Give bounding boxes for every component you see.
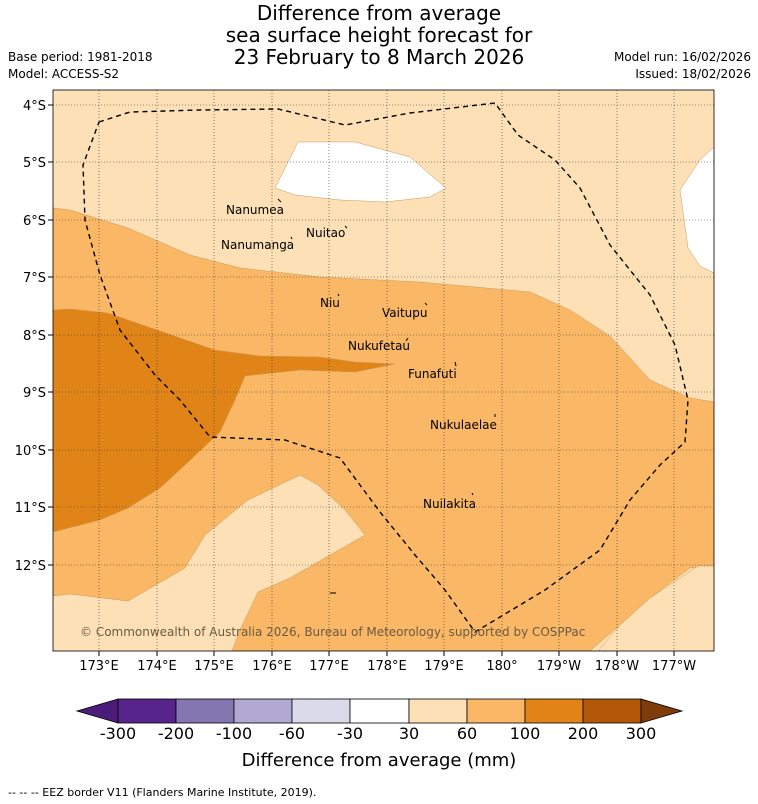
island-label-nanumanga: Nanumanga [221,238,294,252]
colorbar-tick: -100 [215,724,253,743]
lon-label: 174°E [137,659,177,674]
eez-legend-note: -- -- -- EEZ border V11 (Flanders Marine… [8,786,317,799]
island-label-funafuti: Funafuti [408,367,457,381]
lat-label: 8°S [23,329,46,344]
lon-label: 173°E [79,659,119,674]
lon-ticks [98,651,675,656]
lon-label: 178°E [367,659,407,674]
colorbar-segment [291,698,351,724]
island-label-nukufetau: Nukufetau [348,339,410,353]
issued-date: Issued: 18/02/2026 [635,67,751,81]
lat-axis: 4°S 5°S 6°S 7°S 8°S 9°S 10°S 11°S 12°S [15,99,46,574]
island-labels: Nanumea Nuitao Nanumanga Niu Vaitupu Nuk… [221,203,497,511]
region-0-30 [274,141,447,203]
island-label-nanumea: Nanumea [226,203,284,217]
lon-label: 175°E [194,659,234,674]
colorbar-segment [117,698,177,724]
lat-label: 6°S [23,214,46,229]
gridlines [53,90,714,651]
colorbar-segment [582,698,642,724]
model-run: Model run: 16/02/2026 [613,50,751,64]
map-frame [52,89,715,652]
colorbar-extend-low [75,698,119,724]
lat-label: 12°S [15,559,46,574]
lat-label: 4°S [23,99,46,114]
region-30-60-south [53,474,366,651]
colorbar-tick: 300 [625,724,657,743]
colorbar-segment [466,698,526,724]
colorbar-segment [408,698,468,724]
lon-label: 178°W [595,659,639,674]
colorbar-tick: -60 [278,724,306,743]
island-label-nukulaelae: Nukulaelae [430,418,497,432]
lat-label: 10°S [15,444,46,459]
colorbar-segment [233,698,293,724]
colorbar-title: Difference from average (mm) [241,750,517,771]
title-line-2: sea surface height forecast for [225,23,533,47]
base-period: Base period: 1981-2018 [8,50,153,64]
colorbar [75,698,684,724]
lon-axis: 173°E 174°E 175°E 176°E 177°E 178°E 179°… [79,659,696,674]
lon-label: 176°E [252,659,292,674]
copyright-text: © Commonwealth of Australia 2026, Bureau… [80,625,585,639]
colorbar-tick: 60 [456,724,478,743]
island-label-niu: Niu [320,296,340,310]
lon-label: 179°W [537,659,581,674]
island-label-nuitao: Nuitao [306,226,345,240]
lat-label: 11°S [15,501,46,516]
map-fill [53,90,714,651]
lon-label: 177°E [309,659,349,674]
lat-label: 7°S [23,271,46,286]
colorbar-tick: 30 [398,724,420,743]
title-line-1: Difference from average [256,1,502,25]
region-0-30-east [679,146,714,274]
island-markers [277,198,496,496]
model: Model: ACCESS-S2 [8,67,120,81]
colorbar-tick: 200 [567,724,599,743]
eez-border [82,102,689,633]
colorbar-tick: 100 [509,724,541,743]
island-label-nuilakita: Nuilakita [423,497,476,511]
lon-label: 179°E [424,659,464,674]
lat-ticks [48,104,53,566]
colorbar-segment [175,698,235,724]
lon-label: 177°W [652,659,696,674]
colorbar-tick: -300 [99,724,137,743]
colorbar-extend-high [640,698,684,724]
region-100-200 [53,308,396,533]
title-line-3: 23 February to 8 March 2026 [233,45,525,69]
region-30-60-southeast [597,565,714,651]
colorbar-segment [524,698,584,724]
lon-label: 180° [486,659,517,674]
island-label-vaitupu: Vaitupu [382,306,428,320]
colorbar-tick: -30 [336,724,364,743]
lat-label: 9°S [23,386,46,401]
lat-label: 5°S [23,156,46,171]
colorbar-tick: -200 [157,724,195,743]
colorbar-segment [349,698,410,724]
